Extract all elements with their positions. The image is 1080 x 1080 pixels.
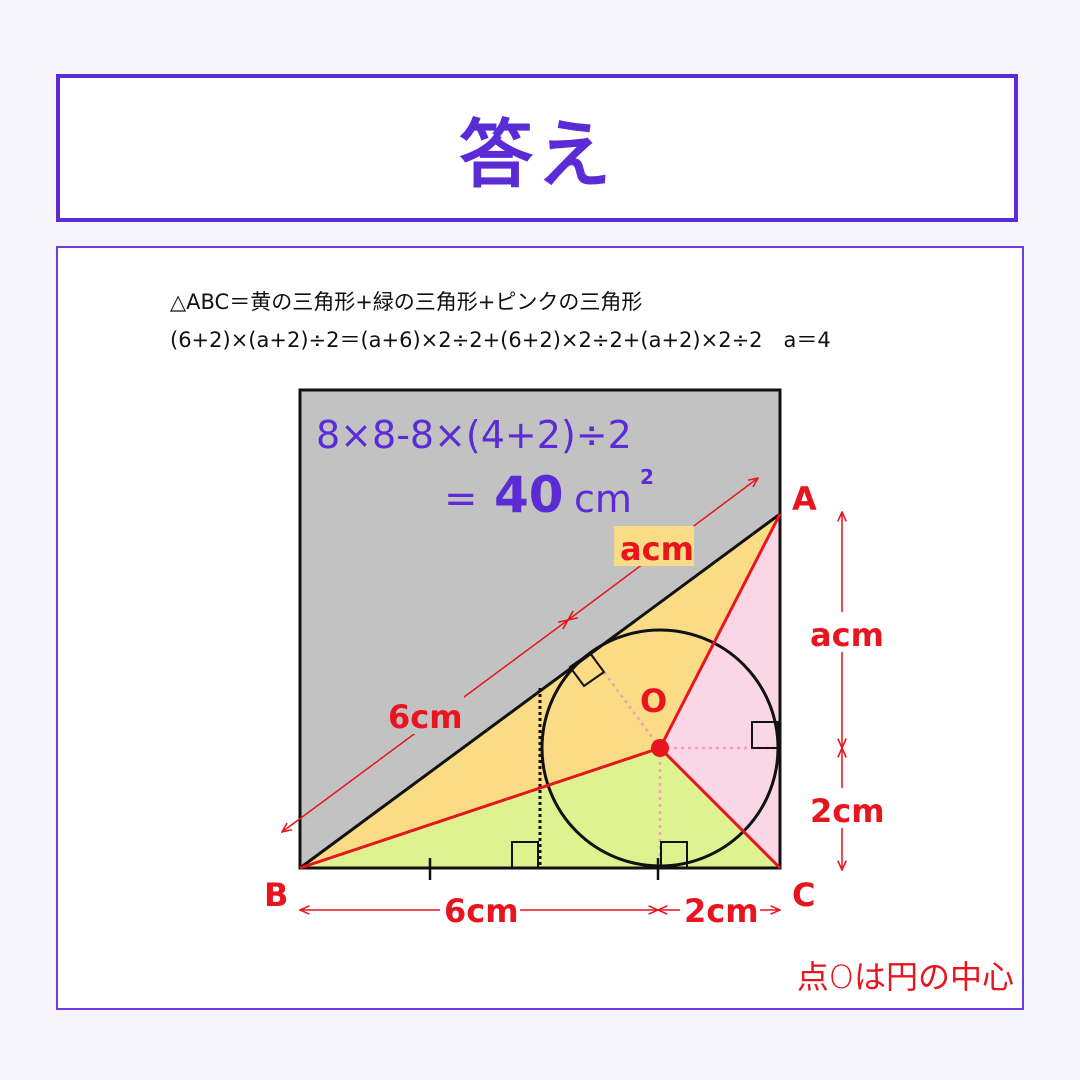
label-c: C [792, 876, 815, 914]
center-note: 点Oは円の中心 [796, 958, 1014, 996]
label-a: A [792, 480, 817, 518]
area-unit: cm [574, 477, 632, 521]
length-right-lower: 2cm [810, 792, 885, 830]
length-bottom-left: 6cm [444, 892, 519, 930]
label-b: B [264, 876, 288, 914]
area-value: 40 [494, 466, 564, 524]
length-ab-upper: acm [620, 530, 694, 568]
center-point [651, 739, 669, 757]
label-o: O [640, 682, 667, 720]
length-bottom-right: 2cm [684, 892, 759, 930]
right-angle-marks [511, 651, 779, 869]
area-unit-exponent: 2 [640, 465, 654, 489]
area-expression: 8×8-8×(4+2)÷2 [316, 413, 632, 457]
page-title: 答え [459, 111, 615, 198]
formula-line-1: △ABC＝黄の三角形+緑の三角形+ピンクの三角形 [170, 290, 643, 314]
title-box: 答え [56, 74, 1018, 222]
area-equals: = [444, 476, 478, 522]
length-ab-lower: 6cm [388, 698, 463, 736]
formula-line-2: (6+2)×(a+2)÷2＝(a+6)×2÷2+(6+2)×2÷2+(a+2)×… [170, 328, 831, 352]
length-right-upper: acm [810, 616, 884, 654]
